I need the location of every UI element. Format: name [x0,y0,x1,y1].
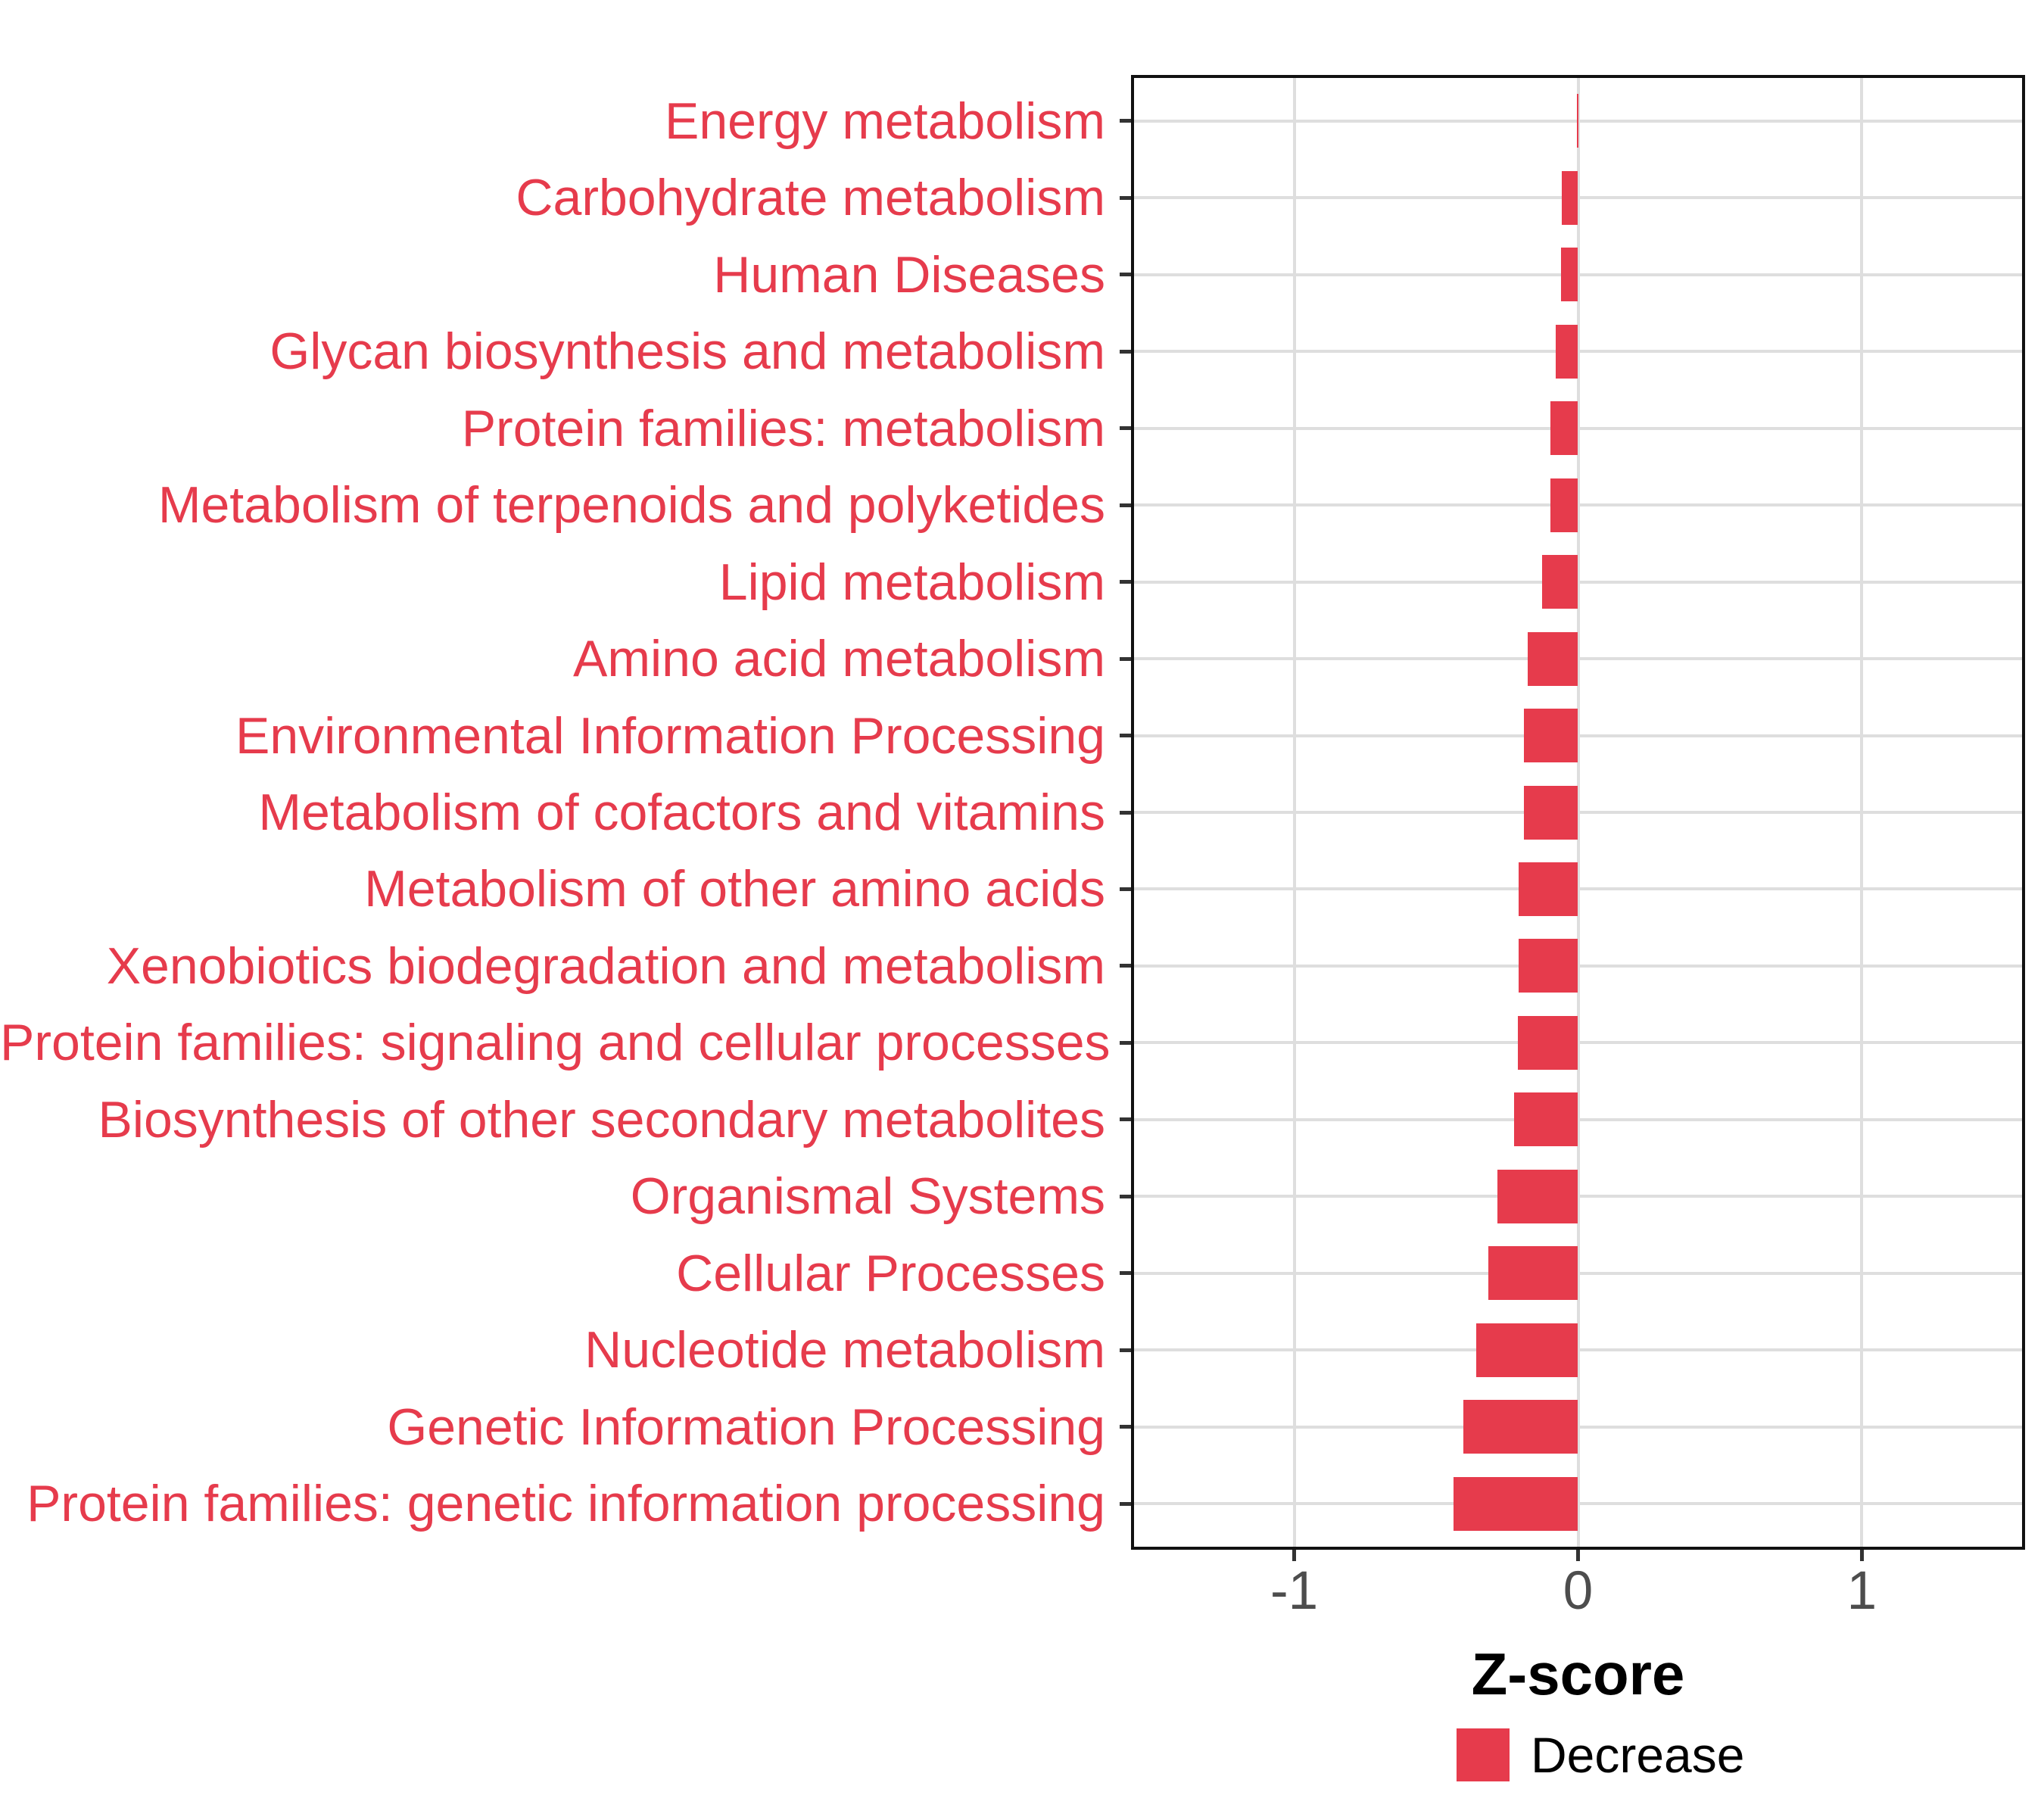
y-axis-category-label: Biosynthesis of other secondary metaboli… [98,1090,1105,1148]
bar [1518,939,1578,993]
y-gridline [1131,426,2025,430]
y-axis-tick [1120,580,1131,584]
legend: Decrease [1457,1727,1745,1783]
bar [1518,862,1578,916]
y-axis-category-label: Xenobiotics biodegradation and metabolis… [106,937,1105,995]
y-axis-tick [1120,810,1131,815]
bar [1497,1169,1578,1223]
bar [1488,1246,1578,1301]
bar [1454,1476,1578,1531]
y-axis-tick [1120,1040,1131,1045]
legend-swatch [1457,1728,1510,1781]
y-axis-tick [1120,1425,1131,1429]
x-axis-tick-label: 1 [1846,1561,1877,1621]
y-axis-tick [1120,119,1131,123]
x-axis-tick-label: 0 [1563,1561,1594,1621]
x-axis-tick [1292,1550,1297,1561]
y-gridline [1131,1041,2025,1045]
y-axis-category-label: Protein families: genetic information pr… [26,1475,1105,1533]
y-axis-tick [1120,349,1131,354]
y-gridline [1131,1117,2025,1121]
y-axis-category-label: Organismal Systems [630,1167,1105,1226]
y-gridline [1131,1502,2025,1506]
legend-label: Decrease [1531,1727,1745,1783]
y-gridline [1131,503,2025,507]
bar [1542,555,1578,609]
y-axis-category-label: Cellular Processes [676,1244,1105,1302]
x-axis-title: Z-score [1471,1641,1685,1707]
y-axis-category-label: Genetic Information Processing [387,1398,1105,1456]
y-axis-tick [1120,195,1131,200]
bar [1463,1400,1578,1454]
y-gridline [1131,119,2025,123]
y-gridline [1131,887,2025,891]
y-axis-tick [1120,734,1131,738]
bar [1556,324,1578,379]
y-axis-category-label: Protein families: signaling and cellular… [0,1014,1111,1072]
y-axis-tick [1120,1117,1131,1122]
y-axis-category-label: Metabolism of other amino acids [364,860,1105,918]
y-axis-tick [1120,426,1131,431]
bar [1550,401,1578,456]
x-axis-tick [1576,1550,1580,1561]
y-axis-tick [1120,1271,1131,1276]
bar [1528,631,1578,686]
y-axis-category-label: Lipid metabolism [718,553,1105,611]
y-axis-category-label: Amino acid metabolism [573,630,1105,688]
y-axis-category-label: Protein families: metabolism [461,399,1105,457]
bar [1523,709,1578,763]
y-gridline [1131,273,2025,276]
y-gridline [1131,657,2025,661]
y-axis-tick [1120,273,1131,277]
y-axis-category-label: Environmental Information Processing [235,706,1105,765]
y-gridline [1131,1195,2025,1198]
y-axis-category-label: Nucleotide metabolism [584,1321,1105,1379]
bar [1561,248,1578,302]
bar [1576,94,1578,148]
y-gridline [1131,1271,2025,1275]
bar [1523,785,1578,840]
y-gridline [1131,811,2025,814]
y-axis-category-label: Carbohydrate metabolism [516,169,1105,227]
y-axis-category-label: Human Diseases [713,245,1105,304]
y-axis-tick [1120,1348,1131,1352]
y-axis-category-label: Metabolism of terpenoids and polyketides [157,476,1105,535]
bar [1561,170,1578,225]
y-axis-category-label: Glycan biosynthesis and metabolism [270,323,1105,381]
y-axis-tick [1120,1194,1131,1198]
y-gridline [1131,350,2025,354]
x-axis-tick-label: -1 [1270,1561,1319,1621]
y-gridline [1131,580,2025,584]
y-gridline [1131,196,2025,200]
y-gridline [1131,734,2025,737]
y-axis-tick [1120,1501,1131,1506]
y-axis-tick [1120,964,1131,968]
y-axis-tick [1120,887,1131,891]
y-axis-tick [1120,503,1131,507]
y-axis-tick [1120,656,1131,661]
y-axis-category-label: Energy metabolism [664,92,1105,150]
bar [1476,1323,1578,1377]
y-gridline [1131,1348,2025,1352]
y-gridline [1131,1425,2025,1429]
bar [1517,1015,1578,1070]
y-gridline [1131,964,2025,968]
y-axis-category-label: Metabolism of cofactors and vitamins [258,784,1105,841]
x-axis-tick [1859,1550,1864,1561]
bar [1550,478,1578,532]
bar [1514,1092,1578,1147]
